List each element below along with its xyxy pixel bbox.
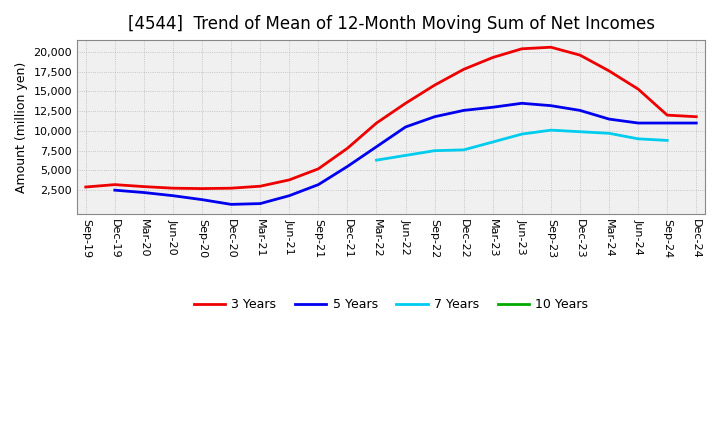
3 Years xyxy=(285,177,294,183)
3 Years xyxy=(140,184,148,189)
3 Years xyxy=(81,184,90,190)
3 Years xyxy=(343,146,352,151)
5 Years xyxy=(431,114,439,119)
5 Years xyxy=(256,201,264,206)
5 Years xyxy=(198,197,207,202)
7 Years xyxy=(576,129,585,134)
7 Years xyxy=(401,153,410,158)
5 Years xyxy=(227,202,235,207)
5 Years xyxy=(576,108,585,113)
3 Years xyxy=(314,166,323,172)
7 Years xyxy=(663,138,672,143)
Line: 5 Years: 5 Years xyxy=(114,103,696,204)
3 Years xyxy=(372,121,381,126)
7 Years xyxy=(518,132,526,137)
5 Years xyxy=(692,121,701,126)
5 Years xyxy=(663,121,672,126)
5 Years xyxy=(168,193,177,198)
7 Years xyxy=(634,136,642,142)
5 Years xyxy=(605,117,613,122)
5 Years xyxy=(459,108,468,113)
Line: 3 Years: 3 Years xyxy=(86,47,696,189)
3 Years xyxy=(576,52,585,58)
3 Years xyxy=(459,67,468,72)
5 Years xyxy=(518,101,526,106)
5 Years xyxy=(372,144,381,149)
5 Years xyxy=(314,182,323,187)
3 Years xyxy=(663,113,672,118)
3 Years xyxy=(401,101,410,106)
3 Years xyxy=(110,182,119,187)
3 Years xyxy=(518,46,526,51)
7 Years xyxy=(431,148,439,153)
7 Years xyxy=(459,147,468,153)
3 Years xyxy=(546,44,555,50)
5 Years xyxy=(285,193,294,198)
3 Years xyxy=(605,68,613,73)
Title: [4544]  Trend of Mean of 12-Month Moving Sum of Net Incomes: [4544] Trend of Mean of 12-Month Moving … xyxy=(127,15,654,33)
Y-axis label: Amount (million yen): Amount (million yen) xyxy=(15,61,28,193)
Legend: 3 Years, 5 Years, 7 Years, 10 Years: 3 Years, 5 Years, 7 Years, 10 Years xyxy=(189,293,593,316)
7 Years xyxy=(546,128,555,133)
7 Years xyxy=(605,131,613,136)
5 Years xyxy=(140,190,148,195)
5 Years xyxy=(401,125,410,130)
3 Years xyxy=(256,183,264,189)
3 Years xyxy=(634,86,642,92)
3 Years xyxy=(227,186,235,191)
5 Years xyxy=(110,187,119,193)
5 Years xyxy=(546,103,555,108)
5 Years xyxy=(634,121,642,126)
5 Years xyxy=(343,164,352,169)
3 Years xyxy=(431,82,439,88)
Line: 7 Years: 7 Years xyxy=(377,130,667,160)
3 Years xyxy=(198,186,207,191)
5 Years xyxy=(488,105,497,110)
3 Years xyxy=(692,114,701,119)
3 Years xyxy=(488,55,497,60)
7 Years xyxy=(488,139,497,145)
7 Years xyxy=(372,158,381,163)
3 Years xyxy=(168,186,177,191)
